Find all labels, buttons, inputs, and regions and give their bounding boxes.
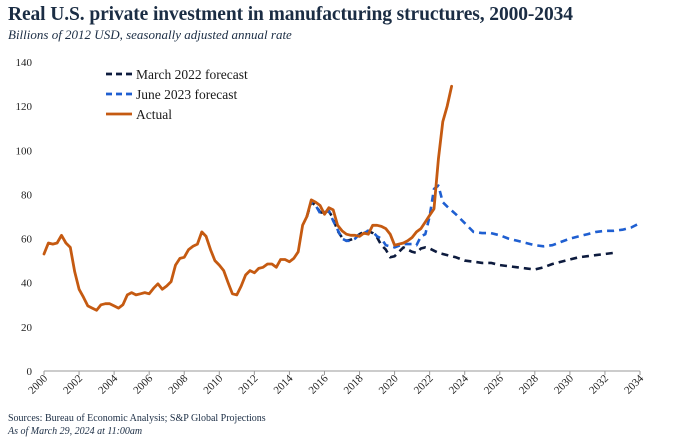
y-tick-label: 60 [21, 234, 33, 246]
y-tick-label: 100 [16, 145, 33, 157]
x-tick-label: 2032 [587, 373, 611, 397]
y-tick-label: 120 [16, 101, 33, 113]
x-tick-label: 2006 [131, 372, 155, 396]
chart-title: Real U.S. private investment in manufact… [8, 4, 573, 25]
x-tick-label: 2020 [377, 372, 401, 396]
series-line-june-2023-forecast [305, 184, 641, 249]
x-tick-label: 2016 [307, 372, 331, 396]
as-of-note: As of March 29, 2024 at 11:00am [8, 426, 143, 437]
x-tick-label: 2028 [517, 372, 541, 396]
chart-legend: March 2022 forecast June 2023 forecast Act… [106, 67, 248, 122]
chart-subtitle: Billions of 2012 USD, seasonally adjuste… [8, 27, 292, 42]
sources-note: Sources: Bureau of Economic Analysis; S&… [8, 413, 266, 424]
y-tick-label: 140 [16, 57, 33, 69]
x-tick-label: 2004 [96, 372, 120, 396]
x-tick-label: 2018 [342, 372, 366, 396]
x-tick-label: 2014 [271, 372, 295, 396]
x-tick-label: 2002 [61, 373, 85, 397]
chart-series [42, 84, 641, 312]
legend-label: Actual [136, 107, 172, 122]
y-tick-label: 80 [21, 189, 33, 201]
x-tick-label: 2024 [447, 372, 471, 396]
y-tick-label: 40 [21, 278, 33, 290]
x-tick-label: 2026 [482, 372, 506, 396]
x-tick-label: 2010 [201, 372, 225, 396]
x-tick-label: 2012 [236, 373, 260, 397]
x-tick-label: 2022 [412, 373, 436, 397]
series-line-actual [42, 84, 453, 312]
x-tick-label: 2008 [166, 372, 190, 396]
y-tick-label: 20 [21, 322, 33, 334]
legend-label: March 2022 forecast [136, 67, 248, 82]
legend-label: June 2023 forecast [136, 87, 237, 102]
series-line-march-2022-forecast [305, 200, 614, 271]
x-tick-label: 2034 [622, 372, 646, 396]
y-tick-label: 0 [27, 366, 33, 378]
x-tick-label: 2030 [552, 372, 576, 396]
